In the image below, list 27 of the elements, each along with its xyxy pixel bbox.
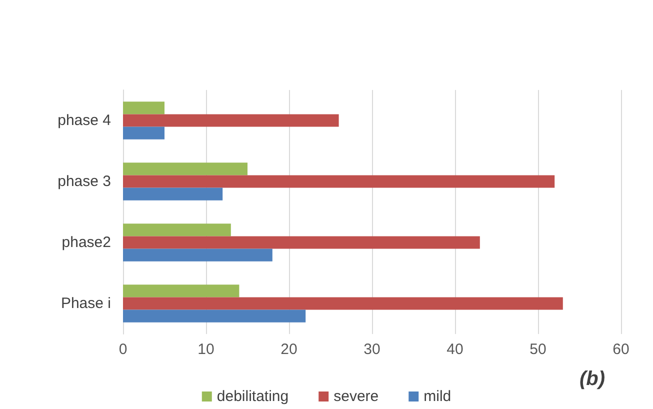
x-tick-label: 30 bbox=[364, 341, 380, 358]
y-tick-label: phase2 bbox=[62, 234, 111, 251]
bar bbox=[123, 162, 248, 176]
bar bbox=[123, 284, 240, 298]
x-tick-label: 10 bbox=[198, 341, 214, 358]
bar bbox=[123, 126, 164, 140]
legend-label: severe bbox=[334, 388, 379, 405]
bar bbox=[123, 297, 563, 310]
bar bbox=[123, 248, 272, 262]
bar bbox=[123, 175, 555, 188]
x-tick-label: 0 bbox=[118, 341, 128, 358]
bar bbox=[123, 224, 231, 236]
bar bbox=[123, 102, 164, 114]
legend-label: mild bbox=[424, 388, 452, 405]
bar bbox=[123, 310, 306, 322]
x-tick-label: 50 bbox=[530, 341, 546, 358]
bar bbox=[123, 114, 339, 127]
legend-label: debilitating bbox=[216, 388, 289, 405]
x-tick-label: 60 bbox=[612, 341, 630, 358]
x-tick-label: 40 bbox=[446, 341, 464, 358]
text: (b) bbox=[579, 368, 605, 391]
y-tick-label: phase 3 bbox=[58, 173, 111, 190]
x-tick-label: 20 bbox=[280, 341, 298, 358]
bar bbox=[123, 236, 480, 249]
bar bbox=[123, 188, 223, 200]
y-tick-label: phase 4 bbox=[58, 112, 111, 129]
y-tick-label: Phase i bbox=[60, 295, 111, 312]
